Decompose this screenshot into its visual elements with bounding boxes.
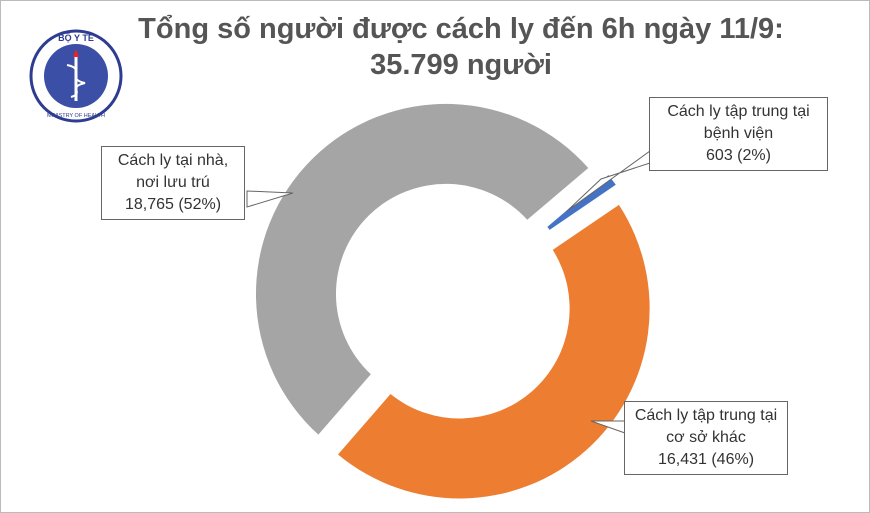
- value-label: 18,765 (52%): [124, 196, 222, 213]
- donut-slice: [255, 103, 589, 435]
- logo-bottom: MINISTRY OF HEALTH: [47, 113, 105, 119]
- value-label: 16,431 (46%): [657, 451, 755, 468]
- callout: Cách ly tập trung tại cơ sở khác 16,431 (…: [624, 401, 788, 475]
- category-label: Cách ly tại nhà, nơi lưu trú: [117, 152, 229, 191]
- callout-pointer: [246, 190, 294, 208]
- donut-slice: [547, 175, 616, 230]
- category-label: Cách ly tập trung tại cơ sở khác: [634, 407, 778, 446]
- value-label: 603 (2%): [706, 147, 771, 164]
- logo: BỘ Y TẾ MINISTRY OF HEALTH: [29, 29, 123, 123]
- category-label: Cách ly tập trung tại bệnh viện: [667, 103, 810, 142]
- callout: Cách ly tại nhà, nơi lưu trú 18,765 (52%): [101, 146, 245, 220]
- logo-top: BỘ Y TẾ: [58, 32, 94, 43]
- callout: Cách ly tập trung tại bệnh viện 603 (2%): [649, 97, 828, 171]
- donut-slice: [338, 204, 650, 499]
- chart-title: Tổng số người được cách ly đến 6h ngày 1…: [138, 13, 784, 81]
